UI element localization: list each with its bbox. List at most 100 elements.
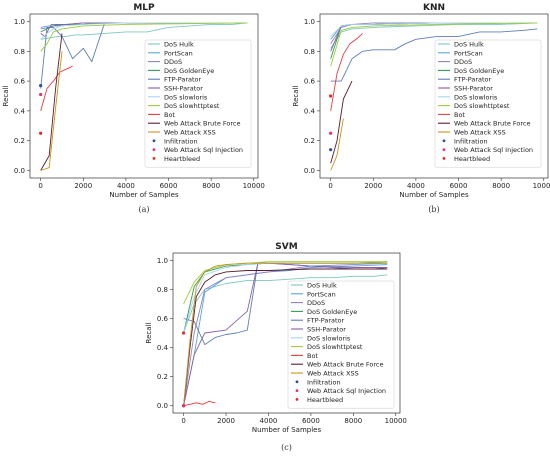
x-tick-label: 4000 bbox=[260, 417, 278, 425]
legend-label-portscan: PortScan bbox=[454, 49, 483, 57]
series-line-web-attack-xss bbox=[330, 118, 344, 171]
chart-title: SVM bbox=[275, 242, 297, 252]
legend-label-ssh-parator: SSH-Parator bbox=[307, 326, 346, 334]
legend-marker-heartbleed bbox=[295, 398, 299, 401]
legend-marker-web-attack-sql-injection bbox=[152, 148, 156, 152]
y-tick-label: 0.6 bbox=[157, 315, 169, 323]
y-tick-label: 0.4 bbox=[304, 107, 316, 115]
series-line-web-attack-brute-force bbox=[183, 268, 388, 406]
legend-label-web-attack-brute-force: Web Attack Brute Force bbox=[307, 361, 384, 369]
series-line-bot bbox=[183, 400, 216, 407]
legend-label-ssh-parator: SSH-Parator bbox=[454, 85, 493, 93]
chart-title: KNN bbox=[423, 3, 445, 13]
x-tick-label: 2000 bbox=[217, 417, 235, 425]
x-tick-label: 10000 bbox=[533, 182, 550, 190]
y-tick-label: 0.4 bbox=[157, 344, 169, 352]
legend-label-ddos: DDoS bbox=[454, 58, 472, 66]
legend-label-dos-slowloris: DoS slowloris bbox=[307, 334, 351, 342]
y-tick-label: 0.2 bbox=[304, 137, 315, 145]
legend-label-heartbleed: Heartbleed bbox=[454, 155, 490, 163]
legend-label-dos-goldeneye: DoS GoldenEye bbox=[307, 308, 357, 316]
legend-label-web-attack-sql-injection: Web Attack Sql Injection bbox=[454, 146, 533, 154]
legend-label-web-attack-sql-injection: Web Attack Sql Injection bbox=[307, 387, 386, 395]
legend-label-dos-slowhttptest: DoS slowhttptest bbox=[454, 102, 510, 110]
series-line-dos-slowhttptest bbox=[330, 22, 538, 67]
data-point-heartbleed bbox=[39, 131, 43, 135]
x-tick-label: 8000 bbox=[492, 182, 510, 190]
series-line-web-attack-xss bbox=[40, 51, 63, 171]
legend-label-web-attack-brute-force: Web Attack Brute Force bbox=[454, 120, 531, 128]
legend-label-bot: Bot bbox=[454, 111, 465, 119]
legend-label-infiltration: Infiltration bbox=[454, 137, 488, 145]
y-tick-label: 0.8 bbox=[157, 286, 168, 294]
legend-label-ddos: DDoS bbox=[164, 58, 182, 66]
legend-label-dos-goldeneye: DoS GoldenEye bbox=[454, 67, 504, 75]
legend-label-bot: Bot bbox=[164, 111, 175, 119]
x-tick-label: 6000 bbox=[160, 182, 178, 190]
x-tick-label: 8000 bbox=[344, 417, 362, 425]
y-tick-label: 0.8 bbox=[14, 48, 25, 56]
x-tick-label: 2000 bbox=[364, 182, 382, 190]
series-line-dos-slowhttptest bbox=[40, 22, 248, 52]
plot-frame bbox=[172, 252, 401, 414]
y-tick-label: 0.6 bbox=[14, 78, 26, 86]
y-tick-label: 1.0 bbox=[14, 18, 25, 26]
legend-label-web-attack-xss: Web Attack XSS bbox=[307, 370, 359, 378]
chart-panel-knn: KNN 0 2000 4000 6000 8000 10000 0.0 0.2 0.4 0.6 0.8… bbox=[292, 3, 550, 214]
x-tick-label: 8000 bbox=[202, 182, 220, 190]
legend-marker-web-attack-sql-injection bbox=[442, 148, 446, 152]
y-tick-label: 0.6 bbox=[304, 78, 316, 86]
legend-box bbox=[144, 39, 252, 168]
panel-caption: (c) bbox=[281, 443, 292, 452]
x-tick-label: 0 bbox=[328, 182, 332, 190]
panel-caption: (b) bbox=[428, 205, 439, 214]
legend-label-dos-hulk: DoS Hulk bbox=[307, 282, 337, 290]
legend-label-dos-slowloris: DoS slowloris bbox=[454, 93, 498, 101]
series-line-web-attack-xss bbox=[183, 262, 388, 406]
legend-label-ftp-parator: FTP-Parator bbox=[164, 76, 202, 84]
y-axis-label: Recall bbox=[145, 323, 153, 344]
series-line-ftp-parator bbox=[330, 28, 538, 82]
y-tick-label: 0.2 bbox=[157, 373, 168, 381]
panel-caption: (a) bbox=[138, 205, 149, 214]
x-axis-label: Number of Samples bbox=[252, 426, 322, 434]
legend-label-dos-goldeneye: DoS GoldenEye bbox=[164, 67, 214, 75]
chart-panel-svm: SVM 0 2000 4000 6000 8000 10000 0.0 0.2 0.4 0.6 0.8… bbox=[145, 242, 407, 452]
legend-label-ddos: DDoS bbox=[307, 299, 325, 307]
series-line-bot bbox=[40, 65, 73, 112]
series-line-web-attack-brute-force bbox=[40, 33, 63, 171]
y-tick-label: 0.2 bbox=[14, 137, 25, 145]
legend-label-heartbleed: Heartbleed bbox=[164, 155, 200, 163]
legend-label-dos-hulk: DoS Hulk bbox=[164, 41, 194, 49]
series-line-dos-slowloris bbox=[40, 22, 248, 40]
plot-frame bbox=[29, 13, 259, 179]
y-tick-label: 0.0 bbox=[304, 167, 315, 175]
legend-label-infiltration: Infiltration bbox=[164, 137, 198, 145]
legend-marker-heartbleed bbox=[152, 157, 156, 160]
legend-label-web-attack-brute-force: Web Attack Brute Force bbox=[164, 120, 241, 128]
data-point-web-attack-sql-injection bbox=[329, 131, 333, 135]
legend-label-ftp-parator: FTP-Parator bbox=[454, 76, 492, 84]
x-axis-label: Number of Samples bbox=[109, 191, 179, 199]
x-tick-label: 10000 bbox=[243, 182, 265, 190]
y-tick-label: 0.0 bbox=[157, 402, 168, 410]
legend-label-web-attack-sql-injection: Web Attack Sql Injection bbox=[164, 146, 243, 154]
legend-label-portscan: PortScan bbox=[164, 49, 193, 57]
legend-label-web-attack-xss: Web Attack XSS bbox=[164, 129, 216, 137]
plot-frame bbox=[319, 13, 549, 179]
legend-marker-infiltration bbox=[442, 139, 446, 143]
legend-label-bot: Bot bbox=[307, 352, 318, 360]
x-tick-label: 10000 bbox=[385, 417, 407, 425]
x-tick-label: 0 bbox=[38, 182, 42, 190]
x-tick-label: 6000 bbox=[450, 182, 468, 190]
y-tick-label: 1.0 bbox=[157, 257, 168, 265]
x-tick-label: 2000 bbox=[74, 182, 92, 190]
legend-label-infiltration: Infiltration bbox=[307, 378, 341, 386]
legend-label-dos-slowloris: DoS slowloris bbox=[164, 93, 208, 101]
series-line-dos-hulk bbox=[183, 274, 388, 334]
legend-box bbox=[434, 39, 542, 168]
x-axis-label: Number of Samples bbox=[399, 191, 469, 199]
legend-marker-heartbleed bbox=[442, 157, 446, 160]
series-line-dos-hulk bbox=[330, 22, 538, 49]
